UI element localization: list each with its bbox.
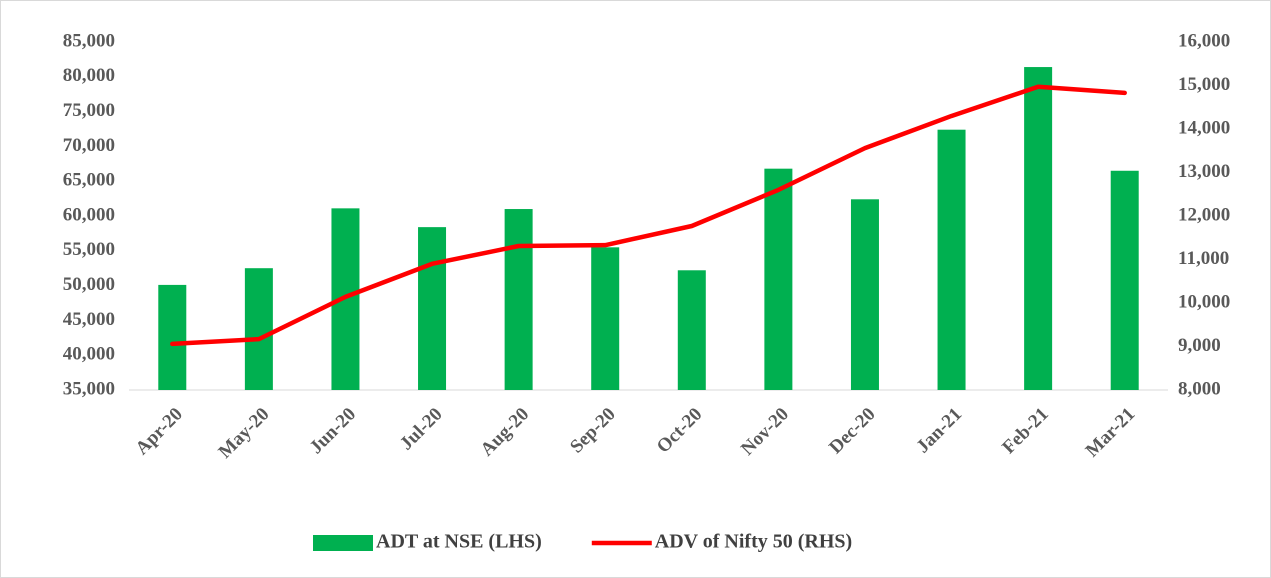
y-tick-label: 40,000 (63, 344, 115, 365)
legend-label: ADT at NSE (LHS) (376, 531, 542, 553)
bar (158, 284, 187, 390)
y2-tick-label: 9,000 (1178, 335, 1221, 356)
y-tick-label: 80,000 (63, 65, 115, 86)
y2-tick-label: 12,000 (1178, 204, 1230, 225)
y-tick-label: 85,000 (63, 30, 115, 51)
y2-tick-label: 15,000 (1178, 74, 1230, 95)
y2-tick-label: 16,000 (1178, 30, 1230, 51)
bar (244, 268, 273, 390)
bar (764, 168, 793, 390)
y2-tick-label: 11,000 (1178, 248, 1229, 269)
bar (1110, 170, 1139, 390)
bar (677, 270, 706, 390)
y-tick-label: 35,000 (63, 378, 115, 399)
y-tick-label: 60,000 (63, 204, 115, 225)
y-tick-label: 65,000 (63, 170, 115, 191)
bar (591, 247, 620, 390)
legend: ADT at NSE (LHS) ADV of Nifty 50 (RHS) (313, 531, 852, 553)
legend-label: ADV of Nifty 50 (RHS) (655, 531, 852, 553)
y-tick-label: 75,000 (63, 100, 115, 121)
y2-tick-label: 10,000 (1178, 291, 1230, 312)
bar (504, 209, 533, 390)
y-tick-label: 55,000 (63, 239, 115, 260)
bar (418, 227, 447, 390)
line (170, 84, 1127, 347)
y2-tick-label: 13,000 (1178, 161, 1230, 182)
bar (937, 129, 966, 391)
bar (1024, 67, 1053, 390)
y-tick-label: 70,000 (63, 135, 115, 156)
y2-tick-label: 14,000 (1178, 117, 1230, 138)
y-tick-label: 45,000 (63, 309, 115, 330)
bar (850, 199, 879, 390)
y-tick-label: 50,000 (63, 274, 115, 295)
y2-tick-label: 8,000 (1178, 378, 1221, 399)
legend-swatch (313, 535, 373, 551)
